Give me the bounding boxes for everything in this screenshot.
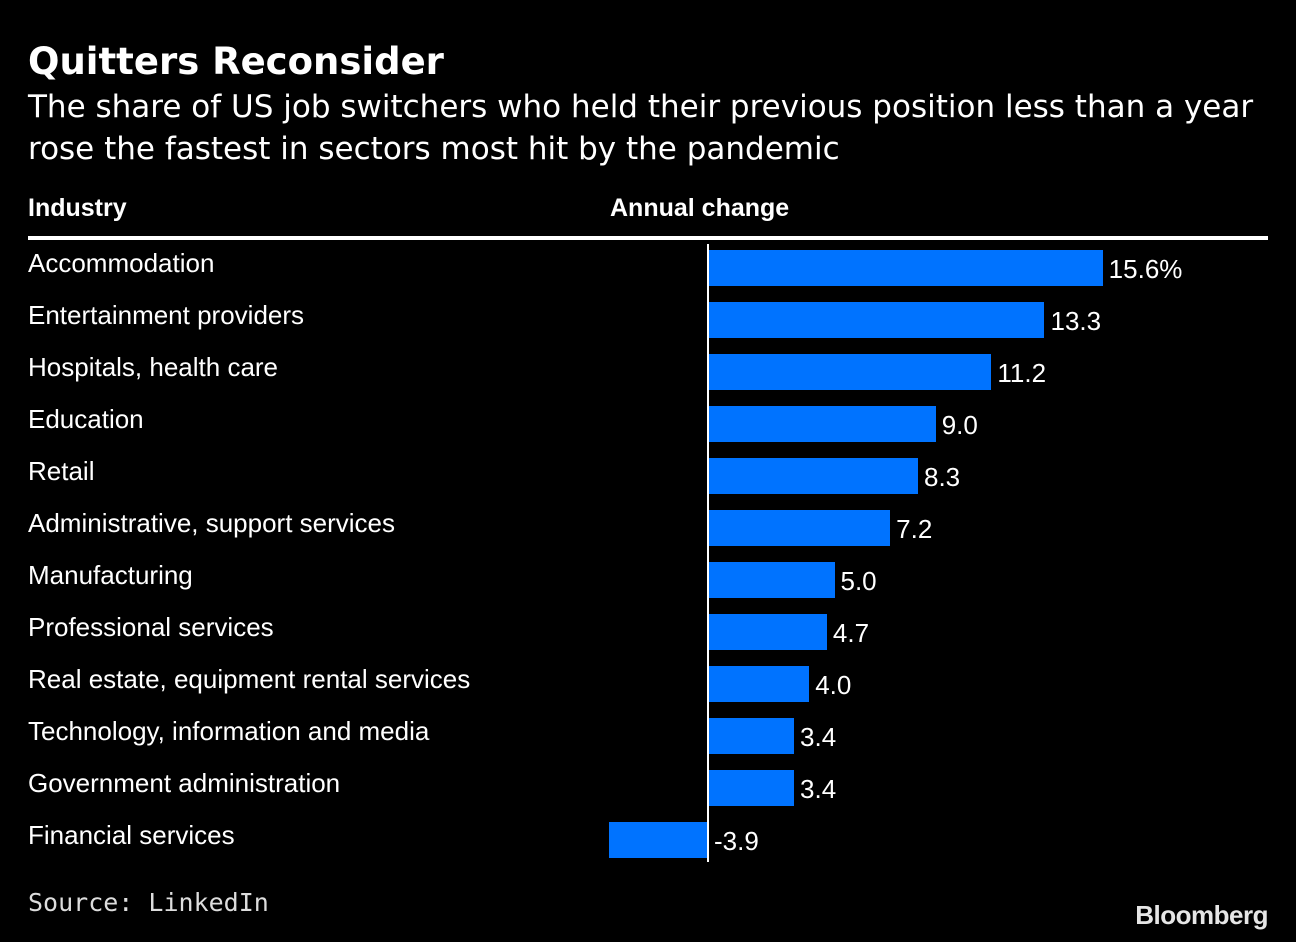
category-label: Education bbox=[28, 404, 144, 434]
category-label: Manufacturing bbox=[28, 560, 193, 590]
bar bbox=[708, 406, 936, 442]
industry-column-header: Industry bbox=[28, 194, 127, 222]
category-label: Administrative, support services bbox=[28, 508, 396, 538]
category-label: Entertainment providers bbox=[28, 300, 305, 330]
chart-subtitle: The share of US job switchers who held t… bbox=[28, 89, 1254, 167]
bar bbox=[708, 510, 891, 546]
chart-title: Quitters Reconsider bbox=[28, 40, 444, 83]
bar bbox=[708, 302, 1045, 338]
category-label: Technology, information and media bbox=[28, 716, 430, 746]
source-note: Source: LinkedIn bbox=[28, 888, 269, 917]
category-label: Hospitals, health care bbox=[28, 352, 279, 382]
bar bbox=[708, 562, 835, 598]
data-label: 4.7 bbox=[832, 618, 870, 648]
data-label: 3.4 bbox=[800, 722, 837, 752]
category-label: Real estate, equipment rental services bbox=[28, 664, 471, 694]
category-label: Financial services bbox=[28, 820, 235, 850]
bar bbox=[708, 614, 827, 650]
data-label: 11.2 bbox=[997, 358, 1047, 388]
data-label: 15.6% bbox=[1108, 254, 1183, 284]
data-label: 13.3 bbox=[1050, 306, 1102, 336]
category-label: Accommodation bbox=[28, 248, 215, 278]
category-label: Government administration bbox=[28, 768, 341, 798]
header-rule bbox=[28, 236, 1268, 240]
data-label: 9.0 bbox=[941, 410, 978, 440]
bar bbox=[708, 354, 992, 390]
bar bbox=[708, 458, 918, 494]
bar bbox=[609, 822, 708, 858]
data-label: 3.4 bbox=[800, 774, 837, 804]
data-label: 4.0 bbox=[815, 670, 852, 700]
data-label: 5.0 bbox=[840, 566, 877, 596]
zero-baseline bbox=[707, 244, 709, 862]
bar bbox=[708, 250, 1103, 286]
data-label: 7.2 bbox=[896, 514, 933, 544]
bar bbox=[708, 666, 810, 702]
annual-change-column-header: Annual change bbox=[610, 194, 790, 222]
category-label: Professional services bbox=[28, 612, 274, 642]
data-label: -3.9 bbox=[714, 826, 759, 856]
category-label: Retail bbox=[28, 456, 95, 486]
bar bbox=[708, 770, 795, 806]
data-label: 8.3 bbox=[923, 462, 961, 492]
bloomberg-logo: Bloomberg bbox=[1135, 900, 1268, 930]
bar bbox=[708, 718, 795, 754]
